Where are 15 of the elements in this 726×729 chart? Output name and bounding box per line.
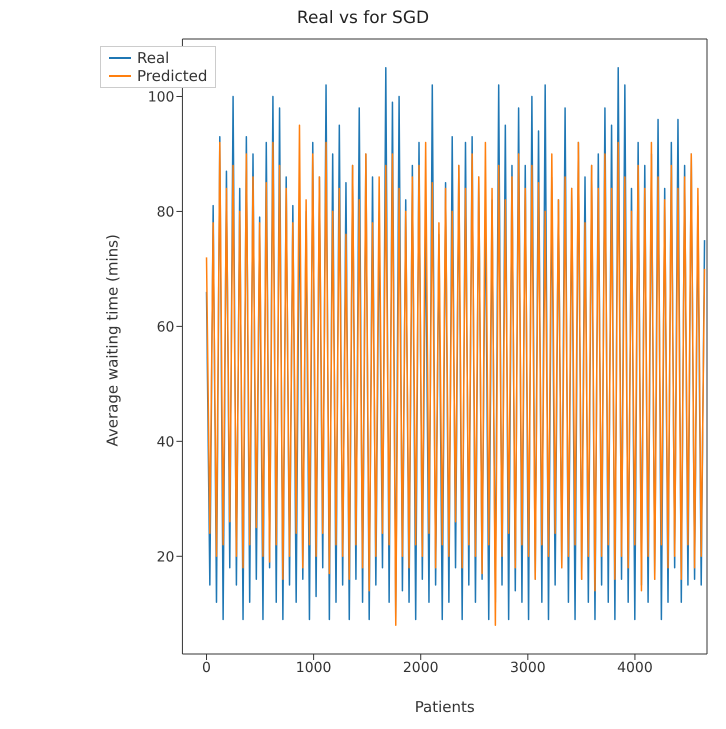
x-tick-label: 0 — [202, 660, 211, 676]
x-tick-label: 3000 — [510, 660, 546, 676]
y-tick-label: 80 — [156, 204, 174, 220]
y-axis-title: Average waiting time (mins) — [104, 234, 122, 446]
x-tick-label: 4000 — [617, 660, 653, 676]
legend-label: Predicted — [137, 67, 208, 85]
y-tick-label: 20 — [156, 549, 174, 566]
x-tick-label: 1000 — [296, 660, 332, 676]
y-tick-label: 40 — [156, 434, 174, 450]
x-axis-title: Patients — [414, 698, 475, 716]
chart-title: Real vs for SGD — [296, 8, 430, 30]
y-tick-label: 60 — [156, 319, 174, 336]
x-tick-label: 2000 — [402, 660, 439, 676]
legend-label: Real — [137, 49, 170, 67]
y-tick-label: 100 — [148, 89, 174, 106]
